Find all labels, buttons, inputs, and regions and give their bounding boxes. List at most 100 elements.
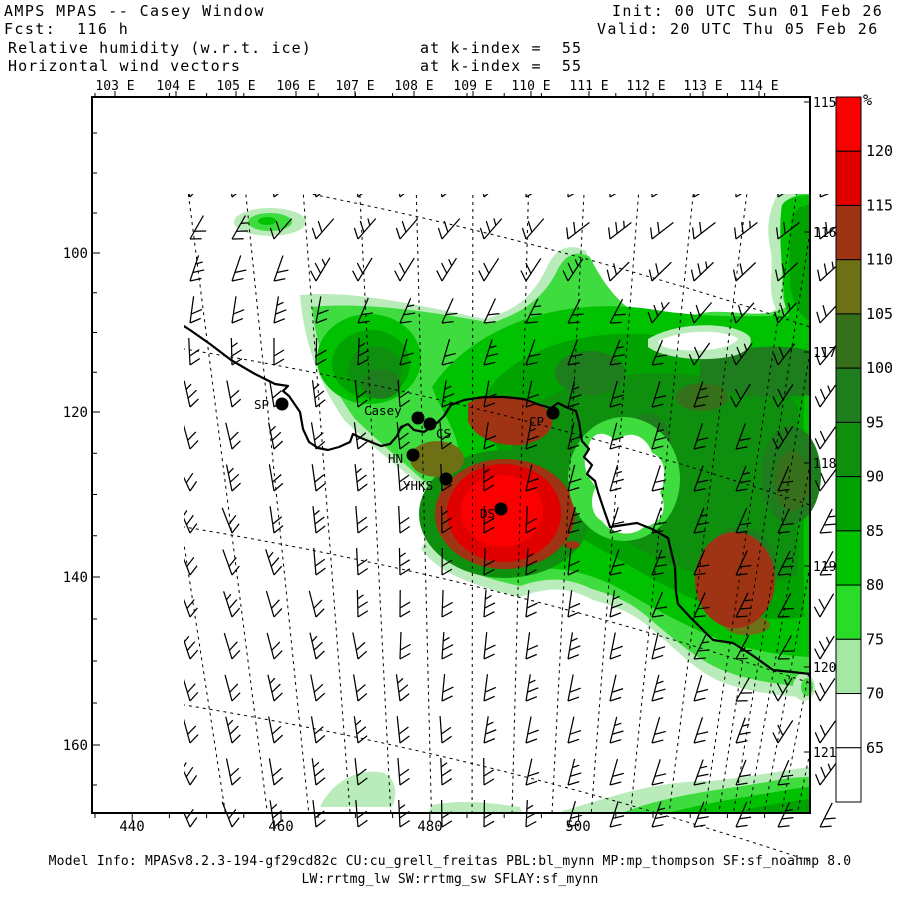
colorbar-tick-label: 95 [866, 413, 884, 431]
wind-barb [139, 630, 158, 659]
rh-contour-blob [667, 149, 714, 170]
wind-barb [230, 194, 254, 198]
wind-barb [525, 194, 550, 198]
wind-barb [265, 549, 283, 576]
wind-barb [777, 194, 802, 198]
vector-level-label: at k-index = 55 [420, 57, 583, 75]
wind-barb [273, 296, 287, 324]
wind-barb [609, 716, 624, 744]
wind-barb [609, 632, 623, 660]
wind-barb [567, 298, 584, 324]
wind-barb [609, 464, 624, 492]
station-label: Casey [364, 403, 402, 418]
wind-barb [92, 673, 115, 701]
colorbar-tick-label: 115 [866, 196, 893, 214]
wind-barb [273, 337, 285, 366]
rh-contour-blob [104, 200, 124, 206]
colorbar-tick-label: 90 [866, 468, 884, 486]
wind-barb [225, 758, 241, 786]
station-label: DS [480, 506, 495, 521]
wind-barb [439, 716, 452, 744]
station-dot [546, 406, 560, 420]
wind-barb [396, 716, 410, 744]
colorbar-units: % [863, 91, 872, 109]
wind-barb [313, 194, 338, 198]
wind-barb [732, 134, 761, 155]
top-axis-label: 103 E [95, 79, 134, 94]
top-axis-label: 104 E [156, 79, 195, 94]
wind-barb [311, 758, 326, 786]
wind-barb [691, 96, 720, 113]
bottom-axis-label: 440 [119, 819, 144, 835]
wind-barb [268, 422, 284, 450]
wind-barb [440, 757, 453, 786]
rh-contour-blob [230, 104, 330, 127]
wind-barb [315, 337, 327, 366]
wind-barb [520, 258, 542, 282]
colorbar-tick-label: 110 [866, 251, 893, 269]
colorbar-segment [835, 584, 862, 640]
wind-barb [313, 548, 326, 576]
wind-barb [272, 98, 300, 113]
wind-barb [819, 508, 836, 534]
rh-contour-blob [320, 771, 396, 807]
wind-barb [814, 678, 836, 702]
colorbar-segment [835, 150, 862, 206]
wind-barb [693, 549, 710, 576]
wind-barb [651, 339, 668, 366]
top-axis-label: 107 E [335, 79, 374, 94]
wind-barb [693, 674, 709, 702]
wind-barb [814, 635, 835, 660]
wind-barb [607, 220, 632, 240]
wind-barb [816, 302, 839, 324]
wind-barb [525, 339, 541, 366]
wind-barb [730, 342, 753, 366]
wind-barb [693, 381, 709, 408]
wind-barb [483, 463, 495, 492]
wind-barb [651, 632, 666, 660]
wind-barb [483, 100, 511, 113]
wind-barb [525, 422, 539, 450]
wind-barb [353, 134, 382, 155]
rh-contour-blob [555, 351, 625, 395]
wind-barb [567, 339, 583, 366]
wind-barb [101, 132, 129, 155]
wind-barb [609, 298, 626, 324]
wind-barb [184, 591, 198, 618]
parallel-line [92, 0, 810, 150]
wind-barb [222, 549, 240, 576]
station-dot [423, 417, 437, 431]
wind-barb [483, 298, 500, 324]
wind-barb [567, 590, 581, 618]
wind-barb [397, 464, 410, 492]
wind-barb [354, 758, 368, 786]
wind-barb [106, 216, 128, 244]
wind-barb [106, 255, 124, 284]
colorbar-segment [835, 421, 862, 478]
wind-barb [397, 96, 426, 113]
station-dot [275, 397, 289, 411]
top-axis-label: 113 E [683, 79, 722, 94]
wind-barb [353, 218, 377, 240]
wind-barb [609, 801, 625, 828]
wind-barb [352, 257, 373, 282]
wind-barb [525, 506, 538, 534]
wind-barb [353, 716, 368, 744]
wind-barb [777, 550, 794, 576]
wind-barb [777, 635, 795, 660]
colorbar-segment [835, 693, 862, 749]
wind-barb [224, 674, 241, 702]
wind-barb [355, 194, 380, 198]
axes [91, 91, 811, 821]
wind-barb [693, 759, 709, 786]
init-time-label: Init: 00 UTC Sun 01 Feb 26 [612, 2, 884, 20]
wind-barb [730, 383, 751, 408]
wind-barb [231, 255, 247, 282]
station-dot [411, 411, 425, 425]
bottom-axis-label: 500 [565, 819, 590, 835]
meridian-line [590, 194, 640, 814]
wind-barb [441, 338, 456, 366]
rh-contour-blob [468, 396, 553, 446]
colorbar: % 120 115 110 105 100 95 90 85 80 75 70 65 [835, 91, 893, 803]
